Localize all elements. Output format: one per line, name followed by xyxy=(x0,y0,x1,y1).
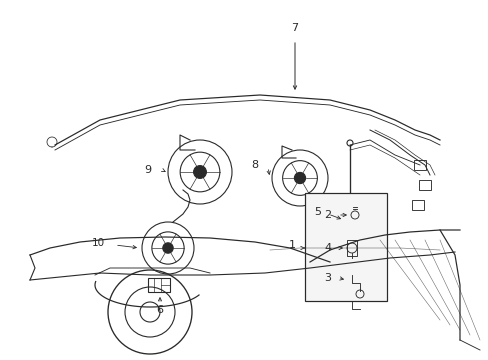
Text: 5: 5 xyxy=(314,207,321,217)
Text: 3: 3 xyxy=(324,273,331,283)
Circle shape xyxy=(193,166,206,179)
Text: 7: 7 xyxy=(291,23,298,33)
Bar xyxy=(345,218,354,226)
Text: 8: 8 xyxy=(251,160,258,170)
Text: 4: 4 xyxy=(324,243,331,253)
Bar xyxy=(413,160,425,170)
Text: 2: 2 xyxy=(324,210,331,220)
Bar xyxy=(418,180,430,190)
Bar xyxy=(411,200,423,210)
Bar xyxy=(305,193,386,301)
Text: 1: 1 xyxy=(288,240,295,250)
Text: 9: 9 xyxy=(144,165,151,175)
Text: 10: 10 xyxy=(91,238,104,248)
Bar xyxy=(148,278,170,292)
Circle shape xyxy=(294,172,305,184)
Circle shape xyxy=(163,243,173,253)
Text: 6: 6 xyxy=(156,305,163,315)
Bar xyxy=(346,240,356,256)
